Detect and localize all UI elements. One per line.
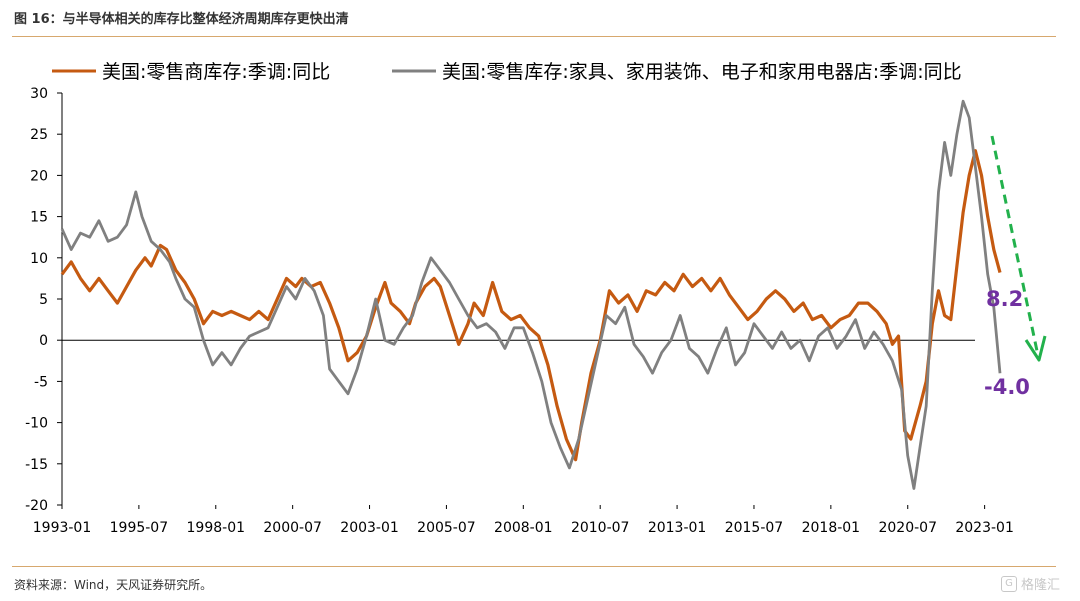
y-tick-label: -5 <box>34 374 48 390</box>
y-tick-label: 15 <box>30 210 48 226</box>
x-tick-label: 2013-01 <box>648 520 707 536</box>
figure-title: 图 16：与半导体相关的库存比整体经济周期库存更快出清 <box>14 12 349 27</box>
y-tick-label: 25 <box>30 127 48 143</box>
x-tick-label: 2010-07 <box>571 520 630 536</box>
chart-legend: 美国:零售商库存:季调:同比 美国:零售库存:家具、家用装饰、电子和家用电器店:季… <box>52 61 962 83</box>
bottom-rule <box>12 566 1056 567</box>
source-note: 资料来源：Wind，天风证券研究所。 <box>14 578 213 592</box>
top-rule <box>12 36 1056 37</box>
x-tick-label: 1993-01 <box>33 520 92 536</box>
series-line-2 <box>60 99 1002 490</box>
legend-label-2: 美国:零售库存:家具、家用装饰、电子和家用电器店:季调:同比 <box>442 61 962 83</box>
annotation-value-2: -4.0 <box>984 375 1030 399</box>
watermark: G 格隆汇 <box>1000 574 1060 593</box>
y-tick-label: 20 <box>30 168 48 184</box>
y-tick-label: 10 <box>30 251 48 267</box>
chart-series <box>60 99 1002 490</box>
x-tick-label: 2000-07 <box>263 520 322 536</box>
y-tick-label: -10 <box>25 416 48 432</box>
x-tick-label: 1995-07 <box>110 520 169 536</box>
x-tick-label: 2015-07 <box>725 520 784 536</box>
trend-arrow-line <box>990 135 1039 352</box>
x-tick-label: 2020-07 <box>878 520 937 536</box>
x-tick-label: 2008-01 <box>494 520 553 536</box>
y-tick-label: 0 <box>39 333 48 349</box>
x-tick-label: 2023-01 <box>955 520 1014 536</box>
x-tick-label: 2018-01 <box>802 520 861 536</box>
x-tick-label: 1998-01 <box>187 520 246 536</box>
chart-annotations: 8.2 -4.0 <box>984 135 1047 399</box>
line-chart: 美国:零售商库存:季调:同比 美国:零售库存:家具、家用装饰、电子和家用电器店:季… <box>25 61 1047 536</box>
annotation-value-1: 8.2 <box>986 287 1023 311</box>
chart-axes: 30 25 20 15 10 5 0 -5 -10 -15 -20 1993-01 1995-07 199… <box>25 86 1014 536</box>
x-tick-label: 2005-07 <box>417 520 476 536</box>
x-tick-label: 2003-01 <box>340 520 399 536</box>
glh-logo-icon: G <box>1000 575 1017 592</box>
y-tick-label: 5 <box>39 292 48 308</box>
series-line-1 <box>60 149 1002 462</box>
y-tick-label: -15 <box>25 457 48 473</box>
legend-label-1: 美国:零售商库存:季调:同比 <box>102 61 330 83</box>
y-tick-label: -20 <box>25 498 48 514</box>
y-tick-label: 30 <box>30 86 48 102</box>
trend-arrow-head <box>1024 335 1047 362</box>
watermark-text: 格隆汇 <box>1020 578 1060 593</box>
